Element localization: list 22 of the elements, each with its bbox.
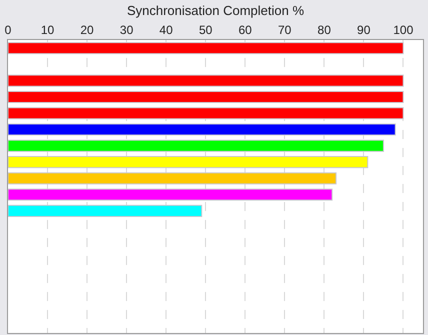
bar	[8, 107, 404, 120]
x-tick-label: 10	[40, 23, 55, 38]
x-tick-label: 20	[80, 23, 94, 38]
bar	[8, 172, 337, 184]
x-tick-label: 100	[393, 23, 414, 38]
bar	[8, 156, 368, 168]
bar	[8, 204, 202, 217]
bar	[8, 188, 333, 201]
x-tick-label: 40	[159, 23, 174, 38]
x-tick-label: 50	[198, 23, 213, 38]
x-tick-label: 0	[4, 23, 12, 38]
bar	[8, 90, 404, 104]
bar	[8, 140, 384, 152]
bar	[8, 74, 404, 87]
bar	[8, 123, 396, 136]
x-tick-label: 90	[357, 23, 371, 38]
x-tick-label: 60	[238, 23, 252, 38]
x-tick-label: 30	[120, 23, 134, 38]
x-tick-label: 80	[318, 23, 332, 38]
bar	[8, 42, 404, 54]
x-tick-label: 70	[278, 23, 292, 38]
x-axis-title: Synchronisation Completion %	[126, 3, 304, 18]
